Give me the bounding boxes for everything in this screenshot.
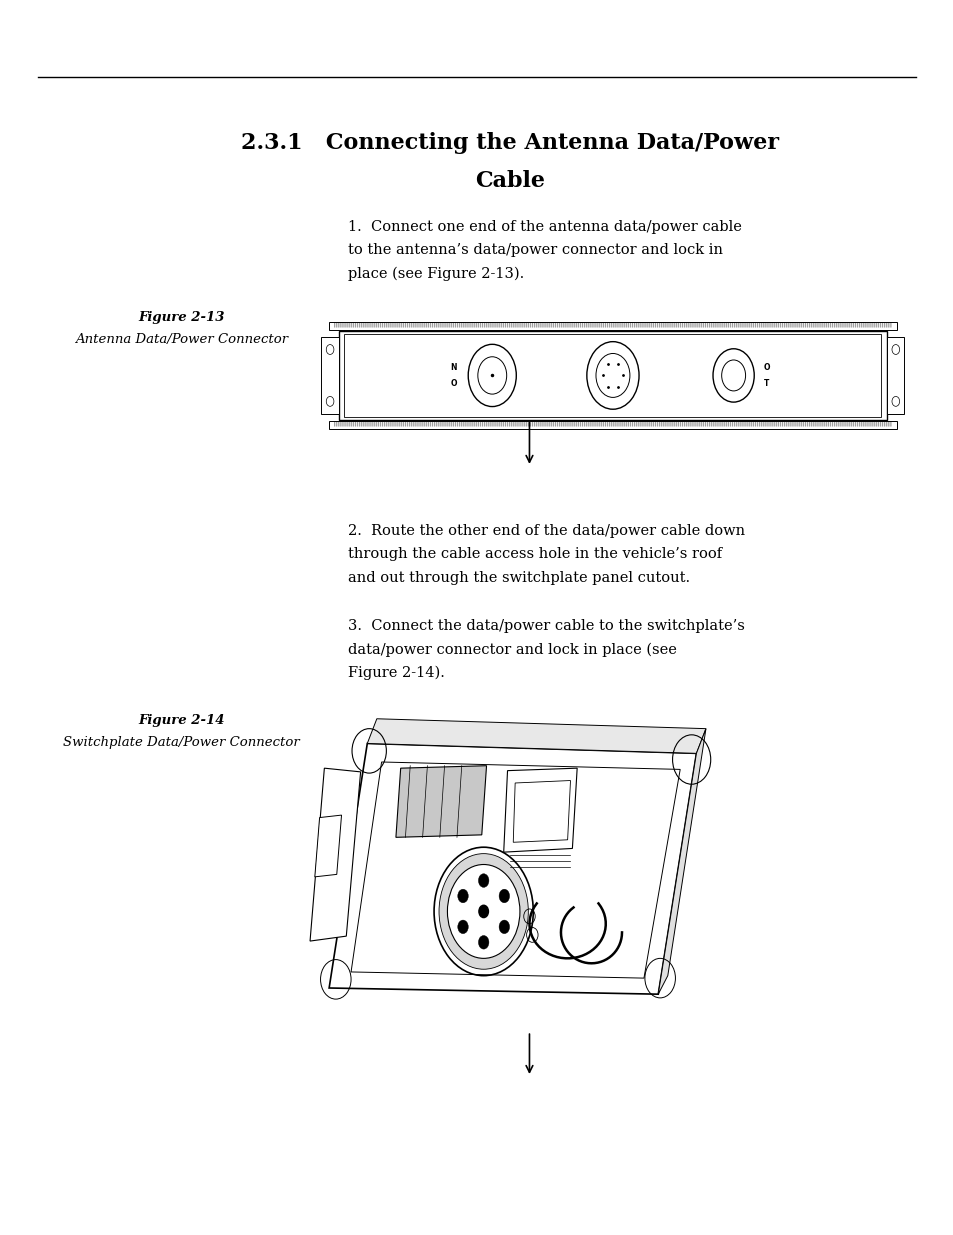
Circle shape — [478, 905, 488, 918]
Bar — [344, 333, 881, 417]
Text: Figure 2-13: Figure 2-13 — [138, 311, 224, 325]
Text: Switchplate Data/Power Connector: Switchplate Data/Power Connector — [63, 736, 299, 750]
Circle shape — [477, 936, 488, 948]
Circle shape — [498, 889, 509, 903]
Text: to the antenna’s data/power connector and lock in: to the antenna’s data/power connector an… — [348, 243, 722, 257]
Polygon shape — [503, 768, 577, 852]
Polygon shape — [395, 766, 486, 837]
Text: 3.  Connect the data/power cable to the switchplate’s: 3. Connect the data/power cable to the s… — [348, 619, 744, 632]
Text: and out through the switchplate panel cutout.: and out through the switchplate panel cu… — [348, 571, 690, 584]
Polygon shape — [367, 719, 705, 753]
Circle shape — [457, 920, 468, 934]
Text: through the cable access hole in the vehicle’s roof: through the cable access hole in the veh… — [348, 547, 721, 561]
Circle shape — [447, 864, 519, 958]
Bar — [886, 337, 903, 414]
Bar — [329, 421, 896, 429]
Polygon shape — [658, 729, 705, 994]
Text: place (see Figure 2-13).: place (see Figure 2-13). — [348, 267, 524, 282]
Circle shape — [498, 920, 509, 934]
Bar — [338, 331, 886, 420]
Polygon shape — [310, 768, 360, 941]
Text: Antenna Data/Power Connector: Antenna Data/Power Connector — [74, 333, 288, 347]
Text: 2.  Route the other end of the data/power cable down: 2. Route the other end of the data/power… — [348, 524, 744, 537]
Text: data/power connector and lock in place (see: data/power connector and lock in place (… — [348, 642, 677, 657]
Text: O: O — [762, 363, 769, 372]
Bar — [321, 337, 338, 414]
Text: T: T — [763, 379, 768, 388]
Polygon shape — [513, 781, 570, 842]
Polygon shape — [351, 762, 679, 978]
Polygon shape — [314, 815, 341, 877]
Text: 2.3.1   Connecting the Antenna Data/Power: 2.3.1 Connecting the Antenna Data/Power — [241, 132, 779, 154]
Text: 1.  Connect one end of the antenna data/power cable: 1. Connect one end of the antenna data/p… — [348, 220, 741, 233]
Circle shape — [477, 873, 488, 887]
Text: Cable: Cable — [475, 170, 545, 193]
Circle shape — [457, 889, 468, 903]
Text: Figure 2-14: Figure 2-14 — [138, 714, 224, 727]
Text: Figure 2-14).: Figure 2-14). — [348, 666, 445, 680]
Text: O: O — [450, 379, 456, 388]
Bar — [329, 322, 896, 330]
Circle shape — [438, 853, 528, 969]
Polygon shape — [329, 743, 696, 994]
Text: N: N — [450, 363, 456, 372]
